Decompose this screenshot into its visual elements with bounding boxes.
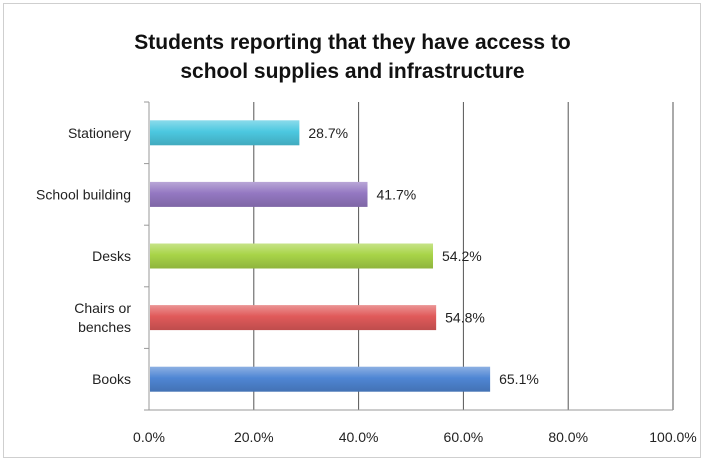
- x-tick-label: 100.0%: [649, 429, 696, 445]
- data-label: 54.2%: [442, 248, 482, 264]
- x-tick-label: 40.0%: [339, 429, 379, 445]
- category-label: Books: [92, 371, 131, 387]
- category-label: Chairs or: [74, 300, 131, 316]
- bar: [150, 305, 437, 331]
- bar: [150, 181, 368, 207]
- data-label: 28.7%: [308, 125, 348, 141]
- x-tick-label: 0.0%: [133, 429, 165, 445]
- bar: [150, 366, 491, 392]
- x-tick-label: 60.0%: [444, 429, 484, 445]
- bar: [150, 243, 434, 269]
- x-tick-label: 20.0%: [234, 429, 274, 445]
- category-label: benches: [78, 319, 131, 335]
- chart-title: Students reporting that they have access…: [0, 28, 705, 86]
- category-label: Stationery: [68, 125, 131, 141]
- bar: [150, 120, 300, 146]
- x-tick-label: 80.0%: [548, 429, 588, 445]
- data-label: 65.1%: [499, 371, 539, 387]
- data-label: 41.7%: [377, 186, 417, 202]
- chart-title-line-1: Students reporting that they have access…: [134, 31, 571, 54]
- category-label: School building: [36, 186, 131, 202]
- category-label: Desks: [92, 248, 131, 264]
- chart-title-line-2: school supplies and infrastructure: [180, 60, 525, 83]
- data-label: 54.8%: [445, 310, 485, 326]
